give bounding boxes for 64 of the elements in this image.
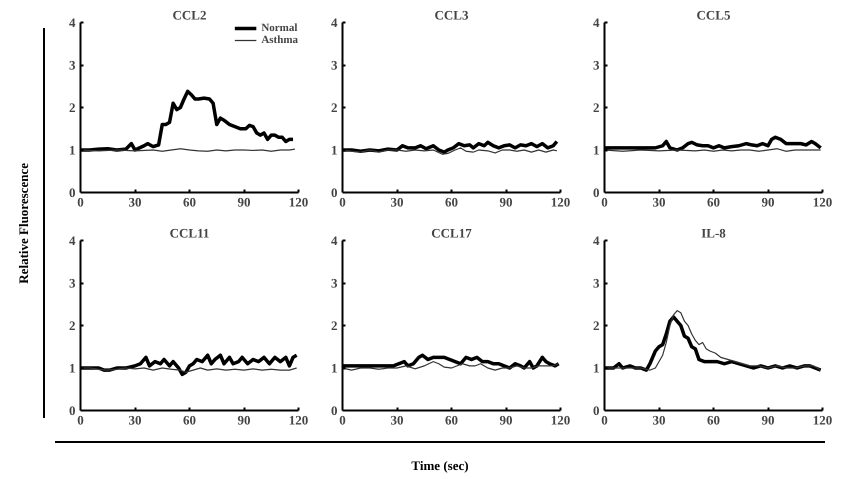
x-tick-label: 90 [762,194,774,210]
y-tick-label: 3 [331,276,338,290]
x-tick-label: 60 [445,412,458,428]
y-axis-title: Relative Fluorescence [14,162,32,284]
y-tick-label: 1 [593,142,600,158]
y-tick-label: 4 [331,15,338,30]
y-tick-label: 2 [331,318,338,333]
y-tick-label: 4 [69,233,76,248]
y-tick-label: 2 [331,100,338,115]
chart-title: CCL3 [434,8,469,22]
y-tick-label: 0 [593,403,600,418]
y-tick-label: 1 [69,142,76,158]
x-tick-label: 120 [288,412,308,428]
x-tick-label: 120 [812,412,832,428]
x-tick-label: 120 [550,412,570,428]
x-tick-label: 120 [288,194,308,210]
y-tick-label: 4 [593,15,600,30]
legend-label: Normal [261,22,298,34]
y-tick-label: 2 [593,318,600,333]
x-tick-label: 30 [390,194,404,210]
x-tick-label: 120 [812,194,832,210]
y-tick-label: 0 [593,185,600,200]
y-tick-label: 4 [593,233,600,248]
legend-label: Asthma [261,34,298,46]
y-tick-label: 1 [331,360,338,376]
y-tick-label: 0 [331,403,338,418]
x-tick-label: 30 [390,412,404,428]
y-tick-label: 4 [69,15,76,30]
x-tick-label: 90 [238,194,250,210]
y-tick-label: 3 [69,58,76,72]
y-tick-label: 1 [331,142,338,158]
y-tick-label: 3 [331,58,338,72]
x-tick-label: 90 [500,194,512,210]
x-tick-label: 30 [652,412,666,428]
x-tick-label: 60 [445,194,458,210]
y-tick-label: 2 [593,100,600,115]
chart-title: CCL17 [431,226,472,240]
x-tick-label: 60 [707,194,720,210]
x-tick-label: 60 [183,194,196,210]
chart-title: CCL5 [696,8,731,22]
x-tick-label: 30 [128,194,142,210]
y-tick-label: 1 [69,360,76,376]
x-tick-label: 120 [550,194,570,210]
x-tick-label: 90 [500,412,512,428]
y-tick-label: 2 [69,100,76,115]
chart-title: IL-8 [701,226,726,240]
y-tick-label: 0 [331,185,338,200]
y-tick-label: 0 [69,185,76,200]
x-tick-label: 90 [762,412,774,428]
y-tick-label: 3 [593,276,600,290]
y-tick-label: 2 [69,318,76,333]
chart-title: CCL11 [170,226,210,240]
y-tick-label: 0 [69,403,76,418]
x-tick-label: 30 [652,194,666,210]
x-tick-label: 90 [238,412,250,428]
y-tick-label: 4 [331,233,338,248]
x-tick-label: 60 [183,412,196,428]
x-tick-label: 30 [128,412,142,428]
x-axis-title: Time (sec) [411,457,469,475]
x-tick-label: 60 [707,412,720,428]
chart-title: CCL2 [172,8,206,22]
y-tick-label: 3 [593,58,600,72]
y-tick-label: 3 [69,276,76,290]
y-tick-label: 1 [593,360,600,376]
